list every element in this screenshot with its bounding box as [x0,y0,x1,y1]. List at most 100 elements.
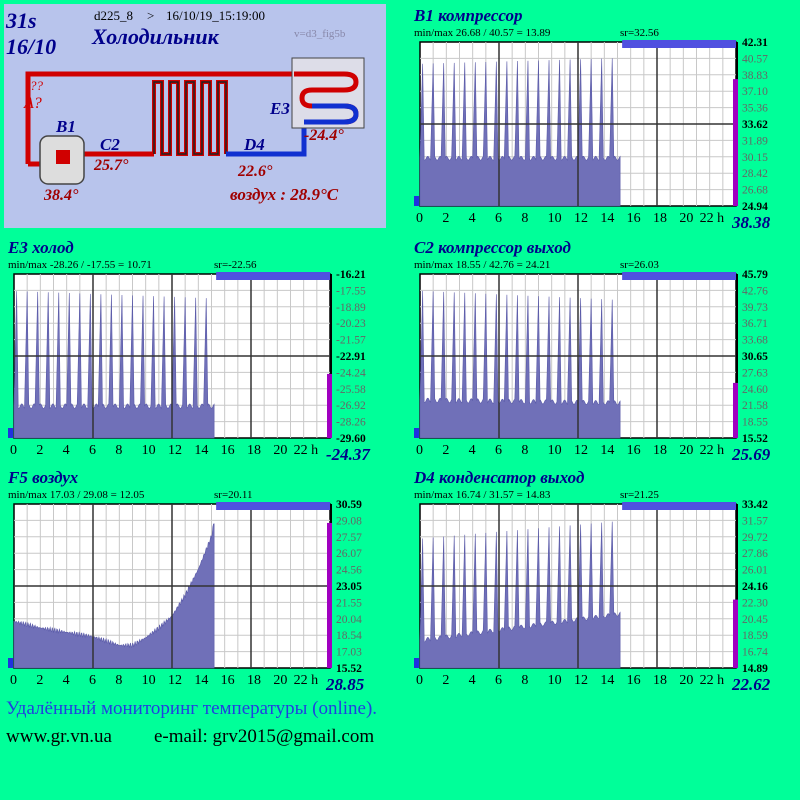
x-tick-label: 8 [521,211,528,226]
x-tick-label: 10 [548,443,562,458]
y-tick-label: 23.05 [336,581,362,593]
x-tick-label: 14 [194,673,208,688]
current-level-bar [733,382,738,438]
x-tick-label: 8 [521,673,528,688]
x-tick-label: 18 [653,443,667,458]
version-label: v=d3_fig5b [294,28,346,40]
chart-title-f5: F5 воздух [7,468,79,487]
x-tick-label: 4 [469,673,476,688]
y-tick-label: 33.42 [742,499,768,511]
pipe-hot [25,71,294,164]
y-tick-label: 31.89 [742,135,768,147]
elapsed-time: 31s [5,8,37,33]
series-area-d4 [419,521,621,669]
y-tick-label: 26.01 [742,565,768,577]
chart-panel-f5: F5 воздух min/max 17.03 / 29.08 = 12.05 sr… [4,466,390,694]
chart-svg-e3: E3 холод min/max -28.26 / -17.55 = 10.71 s… [7,238,371,464]
chart-title-c2: C2 компрессор выход [414,238,571,257]
y-tick-label: 18.54 [336,630,362,642]
sensor-e3-label: E3 [269,99,290,118]
y-tick-label: 33.68 [742,335,768,347]
x-tick-label: 8 [115,443,122,458]
x-tick-label: 22 h [294,443,319,458]
y-tick-label: 37.10 [742,86,768,98]
y-tick-label: 30.59 [336,499,362,511]
x-tick-label: 16 [221,673,235,688]
top-indicator-bar [622,272,736,280]
x-tick-label: 0 [416,673,423,688]
chart-sr-b1: sr=32.56 [620,27,659,39]
x-tick-label: 4 [469,443,476,458]
x-tick-label: 16 [627,211,641,226]
chart-panel-b1: B1 компрессор min/max 26.68 / 40.57 = 13.… [410,4,796,232]
bottom-marker [414,196,419,206]
sensor-b1-value: 38.4° [43,187,79,204]
y-tick-label: 39.73 [742,302,768,314]
chart-panel-c2: C2 компрессор выход min/max 18.55 / 42.76… [410,236,796,464]
x-tick-label: 8 [521,443,528,458]
y-tick-label: 16.74 [742,647,768,659]
x-tick-label: 12 [574,211,588,226]
y-tick-label: 38.83 [742,70,768,82]
series-area-b1 [419,58,621,207]
separator: > [147,8,154,23]
x-tick-label: 4 [63,673,70,688]
y-tick-label: 24.94 [742,201,768,213]
chart-svg-b1: B1 компрессор min/max 26.68 / 40.57 = 13.… [413,6,771,232]
x-tick-label: 14 [194,443,208,458]
bottom-marker [414,428,419,438]
x-tick-label: 2 [442,443,449,458]
chart-minmax-e3: min/max -28.26 / -17.55 = 10.71 [8,259,152,271]
chart-minmax-b1: min/max 26.68 / 40.57 = 13.89 [414,27,551,39]
x-tick-label: 2 [36,443,43,458]
x-tick-label: 20 [679,211,693,226]
y-tick-label: 30.15 [742,152,768,164]
bottom-marker [8,658,13,668]
x-tick-label: 2 [442,673,449,688]
x-tick-label: 18 [653,211,667,226]
series-area-e3 [13,291,215,439]
x-tick-label: 16 [627,673,641,688]
x-tick-label: 8 [115,673,122,688]
current-level-bar [733,599,738,668]
x-tick-label: 12 [168,443,182,458]
x-tick-label: 12 [574,443,588,458]
unknown-marks: ?? [30,78,44,93]
current-value-c2: 25.69 [731,445,771,462]
x-tick-label: 4 [469,211,476,226]
sensor-e3-value: -24.4° [304,127,344,144]
x-tick-label: 10 [142,673,156,688]
current-level-bar [327,522,332,668]
current-value-f5: 28.85 [325,675,365,692]
x-tick-label: 18 [653,673,667,688]
x-tick-label: 6 [89,673,96,688]
sensor-c2-label: C2 [100,135,120,154]
x-tick-label: 4 [63,443,70,458]
x-tick-label: 12 [574,673,588,688]
condenser-coil-red [152,80,228,156]
chart-svg-d4: D4 конденсатор выход min/max 16.74 / 31.5… [413,468,771,694]
y-tick-label: 29.08 [336,515,362,527]
y-tick-label: 27.57 [336,532,362,544]
top-indicator-bar [622,502,736,510]
x-tick-label: 10 [142,443,156,458]
x-tick-label: 6 [495,443,502,458]
x-tick-label: 6 [89,443,96,458]
chart-minmax-d4: min/max 16.74 / 31.57 = 14.83 [414,489,551,501]
footer-email-link[interactable]: e-mail: grv2015@gmail.com [154,726,375,747]
y-tick-label: 42.76 [742,285,768,297]
chart-sr-d4: sr=21.25 [620,489,659,501]
footer-site-link[interactable]: www.gr.vn.ua [6,726,112,747]
y-tick-label: 27.86 [742,548,768,560]
chart-minmax-f5: min/max 17.03 / 29.08 = 12.05 [8,489,145,501]
x-tick-label: 14 [600,211,614,226]
y-tick-label: -20.23 [336,318,366,330]
y-tick-label: 42.31 [742,37,768,49]
current-value-e3: -24.37 [326,445,371,462]
x-tick-label: 20 [679,673,693,688]
x-tick-label: 0 [416,211,423,226]
current-value-d4: 22.62 [731,675,771,692]
x-tick-label: 14 [600,443,614,458]
y-tick-label: 14.89 [742,663,768,675]
chart-title-e3: E3 холод [7,238,74,257]
